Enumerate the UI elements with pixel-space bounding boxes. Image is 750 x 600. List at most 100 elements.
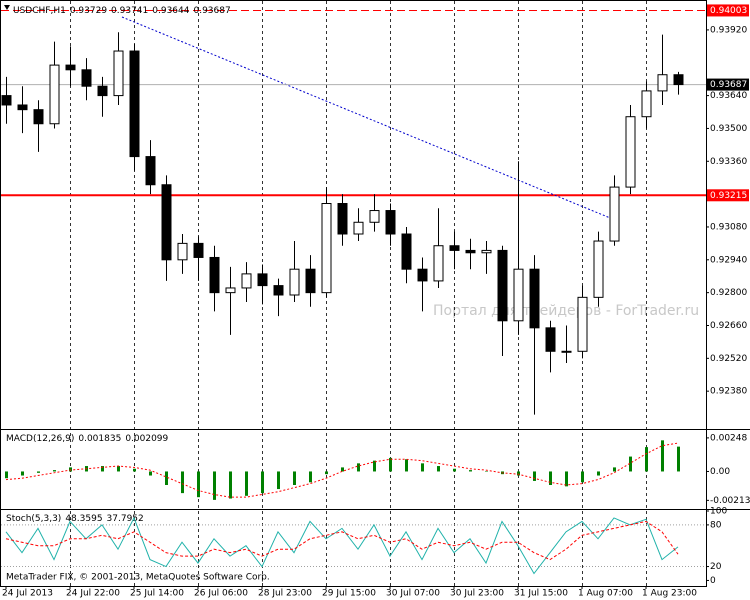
macd-bar [373, 460, 376, 472]
macd-bar [581, 471, 584, 483]
chart-header: USDCHF,H1 0.93729 0.93741 0.93644 0.93687 [13, 6, 231, 16]
macd-bar [421, 463, 424, 472]
candle-body [433, 245, 444, 282]
macd-bar [597, 471, 600, 476]
y-tick-label: 0.93360 [710, 157, 747, 167]
frames [0, 0, 750, 587]
candle-body [417, 268, 428, 282]
macd-bar [549, 471, 552, 485]
candle-body [369, 210, 380, 223]
macd-bar [405, 459, 408, 472]
macd-bar [277, 471, 280, 490]
candle-body [497, 249, 508, 322]
x-tick-label: 28 Jul 23:00 [258, 589, 312, 599]
y-tick-label: 0.93080 [710, 222, 747, 232]
close-value: 0.93687 [193, 6, 230, 16]
macd-bar [245, 471, 248, 496]
stoch-main-value: 48.3595 [65, 514, 102, 524]
candle-body [33, 109, 44, 125]
macd-bar [181, 471, 184, 494]
macd-bar [197, 471, 200, 498]
candle-body [241, 273, 252, 289]
candle-body [193, 242, 204, 258]
copyright: MetaTrader FIX, © 2001-2013, MetaQuotes … [6, 573, 270, 583]
candle-body [257, 273, 268, 287]
candle-body [513, 268, 524, 322]
candle-body [161, 184, 172, 261]
macd-bar [117, 466, 120, 472]
macd-bar [389, 457, 392, 472]
macd-bar [213, 471, 216, 500]
candle-body [225, 287, 236, 294]
macd-bar [437, 466, 440, 472]
candle-body [113, 50, 124, 97]
level-label-bg [707, 4, 749, 17]
candle-body [97, 85, 108, 97]
x-tick-label: 30 Jul 23:00 [450, 589, 504, 599]
macd-bar [69, 467, 72, 472]
signal-value: 0.002099 [125, 434, 168, 444]
candle-body [353, 221, 364, 235]
y-tick-label: 0 [710, 576, 716, 586]
level-label-bg [707, 189, 749, 202]
candle-body [561, 350, 572, 353]
macd-bar [261, 471, 264, 494]
candle-body [641, 90, 652, 118]
candle-body [545, 327, 556, 352]
symbol-icon [4, 5, 10, 10]
macd-bar [37, 471, 40, 473]
macd-bar [149, 471, 152, 476]
stoch-title: Stoch(5,3,3) [6, 514, 61, 524]
x-tick-label: 24 Jul 2013 [2, 589, 53, 599]
macd-bar [133, 468, 136, 472]
macd-bar [629, 456, 632, 472]
candle-body [593, 240, 604, 298]
candle-body [625, 116, 636, 188]
macd-bar [453, 468, 456, 472]
candle-body [577, 296, 588, 352]
macd-bar [341, 467, 344, 472]
level-label: 0.93215 [710, 191, 747, 201]
candle-body [273, 285, 284, 296]
x-tick-label: 25 Jul 14:00 [130, 589, 184, 599]
macd-bar [565, 471, 568, 487]
stoch-signal-line [5, 520, 679, 561]
y-tick-label: 0.00248 [710, 433, 747, 443]
y-tick-label: 0.93640 [710, 91, 747, 101]
macd-bar [517, 471, 520, 476]
y-tick-label: 100 [710, 507, 727, 517]
open-value: 0.93729 [70, 6, 107, 16]
macd-value: 0.001835 [78, 434, 121, 444]
candle-body [385, 210, 396, 235]
y-tick-label: 0.92660 [710, 321, 747, 331]
y-tick-label: 0.92800 [710, 288, 747, 298]
macd-bar [645, 447, 648, 472]
macd-bar [357, 463, 360, 472]
macd-bar [229, 471, 232, 499]
high-value: 0.93741 [111, 6, 148, 16]
current-price-label: 0.93687 [710, 80, 747, 90]
macd-bar [613, 467, 616, 472]
macd-title: MACD(12,26,9) [6, 434, 74, 444]
candle-body [65, 64, 76, 71]
candle-body [673, 74, 684, 86]
macd-bar [533, 471, 536, 481]
macd-bar [293, 471, 296, 485]
candle-body [177, 242, 188, 261]
candle-body [481, 249, 492, 254]
y-tick-label: 20 [710, 562, 722, 572]
macd-bar [21, 471, 24, 476]
symbol: USDCHF,H1 [13, 6, 66, 16]
candle-body [465, 249, 476, 254]
y-tick-label: 0.92520 [710, 354, 747, 364]
watermark: Портал для трейдеров - ForTrader.ru [433, 303, 699, 319]
y-tick-label: 0.93500 [710, 124, 747, 134]
y-tick-label: -0.002135 [710, 496, 750, 506]
candle-body [321, 203, 332, 294]
stoch-signal-value: 37.7952 [107, 514, 144, 524]
macd-bar [325, 471, 328, 475]
x-tick-label: 24 Jul 22:00 [66, 589, 120, 599]
y-tick-label: 0.92940 [710, 255, 747, 265]
candle-body [289, 268, 300, 296]
